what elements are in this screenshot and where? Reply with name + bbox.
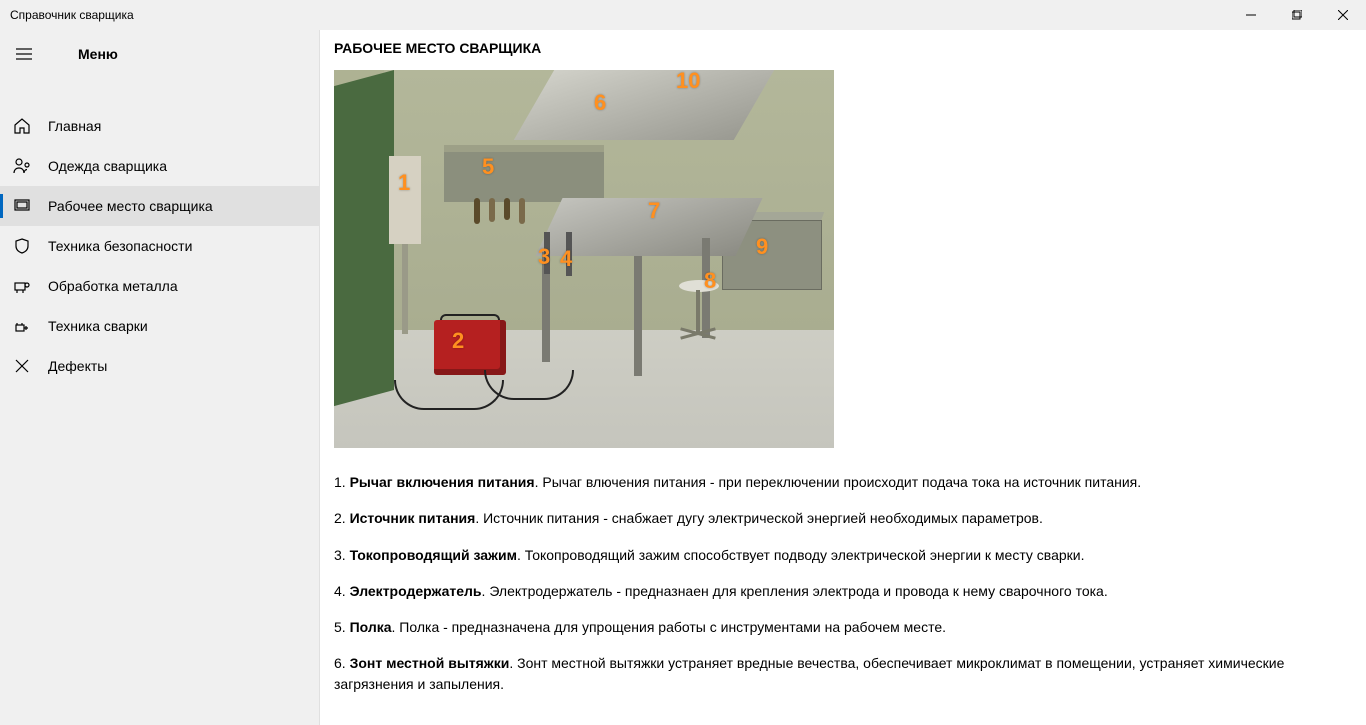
- minimize-button[interactable]: [1228, 0, 1274, 30]
- list-item: 5. Полка. Полка - предназначена для упро…: [334, 617, 1352, 637]
- sidebar-item-label: Одежда сварщика: [48, 158, 167, 174]
- close-button[interactable]: [1320, 0, 1366, 30]
- sidebar-item-label: Обработка металла: [48, 278, 178, 294]
- sidebar: Меню Главная Одежда сварщика Рабочее мес…: [0, 30, 320, 725]
- window-title: Справочник сварщика: [10, 8, 134, 22]
- titlebar: Справочник сварщика: [0, 0, 1366, 30]
- scissors-icon: [12, 356, 32, 376]
- diagram-label-2: 2: [452, 328, 464, 354]
- diagram-label-1: 1: [398, 170, 410, 196]
- gear-icon: [12, 276, 32, 296]
- sidebar-item-label: Техника безопасности: [48, 238, 192, 254]
- content-scroll[interactable]: РАБОЧЕЕ МЕСТО СВАРЩИКА 1 2 3: [320, 30, 1366, 725]
- person-icon: [12, 156, 32, 176]
- list-item: 6. Зонт местной вытяжки. Зонт местной вы…: [334, 653, 1352, 694]
- shield-icon: [12, 236, 32, 256]
- list-item: 2. Источник питания. Источник питания - …: [334, 508, 1352, 528]
- diagram-label-4: 4: [560, 246, 572, 272]
- diagram-label-9: 9: [756, 234, 768, 260]
- sidebar-item-metal[interactable]: Обработка металла: [0, 266, 319, 306]
- hamburger-icon[interactable]: [0, 30, 48, 78]
- content: РАБОЧЕЕ МЕСТО СВАРЩИКА 1 2 3: [320, 30, 1366, 725]
- list-item: 1. Рычаг включения питания. Рычаг влючен…: [334, 472, 1352, 492]
- sidebar-item-technique[interactable]: Техника сварки: [0, 306, 319, 346]
- sidebar-item-label: Рабочее место сварщика: [48, 198, 213, 214]
- sidebar-item-safety[interactable]: Техника безопасности: [0, 226, 319, 266]
- diagram-label-6: 6: [594, 90, 606, 116]
- sidebar-item-home[interactable]: Главная: [0, 106, 319, 146]
- diagram-label-5: 5: [482, 154, 494, 180]
- sidebar-item-label: Главная: [48, 118, 101, 134]
- list-item: 4. Электродержатель. Электродержатель - …: [334, 581, 1352, 601]
- nav: Главная Одежда сварщика Рабочее место св…: [0, 106, 319, 386]
- menu-header: Меню: [0, 30, 319, 78]
- diagram-label-7: 7: [648, 198, 660, 224]
- home-icon: [12, 116, 32, 136]
- diagram-label-8: 8: [704, 268, 716, 294]
- sidebar-item-defects[interactable]: Дефекты: [0, 346, 319, 386]
- welding-icon: [12, 316, 32, 336]
- monitor-icon: [12, 196, 32, 216]
- sidebar-item-label: Дефекты: [48, 358, 107, 374]
- maximize-button[interactable]: [1274, 0, 1320, 30]
- list-item: 3. Токопроводящий зажим. Токопроводящий …: [334, 545, 1352, 565]
- sidebar-item-clothing[interactable]: Одежда сварщика: [0, 146, 319, 186]
- sidebar-item-workplace[interactable]: Рабочее место сварщика: [0, 186, 319, 226]
- page-title: РАБОЧЕЕ МЕСТО СВАРЩИКА: [334, 40, 1352, 56]
- definitions-list: 1. Рычаг включения питания. Рычаг влючен…: [334, 472, 1352, 694]
- menu-title: Меню: [78, 46, 118, 62]
- diagram-label-10: 10: [676, 70, 700, 94]
- sidebar-item-label: Техника сварки: [48, 318, 148, 334]
- diagram-label-3: 3: [538, 244, 550, 270]
- workplace-diagram: 1 2 3 4 5 6 7 8 9 10: [334, 70, 834, 448]
